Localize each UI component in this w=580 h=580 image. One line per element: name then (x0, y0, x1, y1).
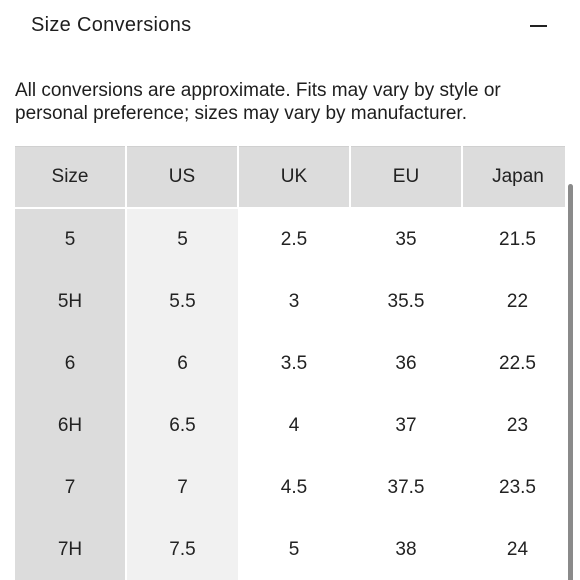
column-header-eu: EU (350, 146, 463, 208)
accordion-title: Size Conversions (31, 14, 192, 36)
table-row: 5H 5.5 3 35.5 22 (15, 271, 565, 333)
cell-size: 7 (15, 457, 127, 519)
cell-us: 7.5 (126, 519, 238, 580)
conversion-disclaimer: All conversions are approximate. Fits ma… (15, 80, 501, 124)
cell-uk: 3.5 (280, 353, 308, 374)
cell-uk: 3 (288, 291, 300, 312)
column-header-us: US (126, 146, 239, 208)
cell-uk: 4.5 (280, 477, 308, 498)
minus-icon[interactable] (530, 25, 547, 27)
size-conversions-accordion-header[interactable]: Size Conversions (0, 0, 580, 52)
cell-uk: 5 (288, 539, 300, 560)
cell-us: 5.5 (126, 271, 238, 333)
size-table-container: Size US UK EU Japan 5 5 2.5 35 21.5 5H 5 (15, 146, 565, 580)
cell-japan: 21.5 (499, 229, 536, 250)
column-header-japan: Japan (462, 146, 565, 208)
table-header-row: Size US UK EU Japan (15, 146, 565, 208)
cell-japan: 23 (506, 415, 529, 436)
cell-us: 6 (126, 333, 238, 395)
cell-eu: 37 (395, 415, 417, 436)
table-row: 7H 7.5 5 38 24 (15, 519, 565, 580)
cell-us: 7 (126, 457, 238, 519)
cell-size: 6 (15, 333, 127, 395)
cell-us: 5 (126, 208, 238, 271)
table-row: 5 5 2.5 35 21.5 (15, 208, 565, 271)
cell-eu: 35 (395, 229, 417, 250)
cell-uk: 2.5 (280, 229, 308, 250)
cell-japan: 23.5 (499, 477, 536, 498)
cell-size: 5 (15, 208, 127, 271)
cell-size: 7H (15, 519, 127, 580)
table-row: 6H 6.5 4 37 23 (15, 395, 565, 457)
cell-size: 5H (15, 271, 127, 333)
cell-size: 6H (15, 395, 127, 457)
column-header-uk: UK (238, 146, 351, 208)
table-row: 7 7 4.5 37.5 23.5 (15, 457, 565, 519)
cell-japan: 22.5 (499, 353, 536, 374)
cell-japan: 24 (506, 539, 529, 560)
vertical-scrollbar[interactable] (568, 184, 573, 580)
cell-us: 6.5 (126, 395, 238, 457)
cell-uk: 4 (288, 415, 300, 436)
cell-eu: 35.5 (387, 291, 425, 312)
cell-eu: 38 (395, 539, 417, 560)
table-row: 6 6 3.5 36 22.5 (15, 333, 565, 395)
size-conversion-table: Size US UK EU Japan 5 5 2.5 35 21.5 5H 5 (15, 146, 565, 580)
column-header-size: Size (15, 146, 127, 208)
cell-japan: 22 (506, 291, 529, 312)
cell-eu: 36 (395, 353, 417, 374)
cell-eu: 37.5 (387, 477, 425, 498)
